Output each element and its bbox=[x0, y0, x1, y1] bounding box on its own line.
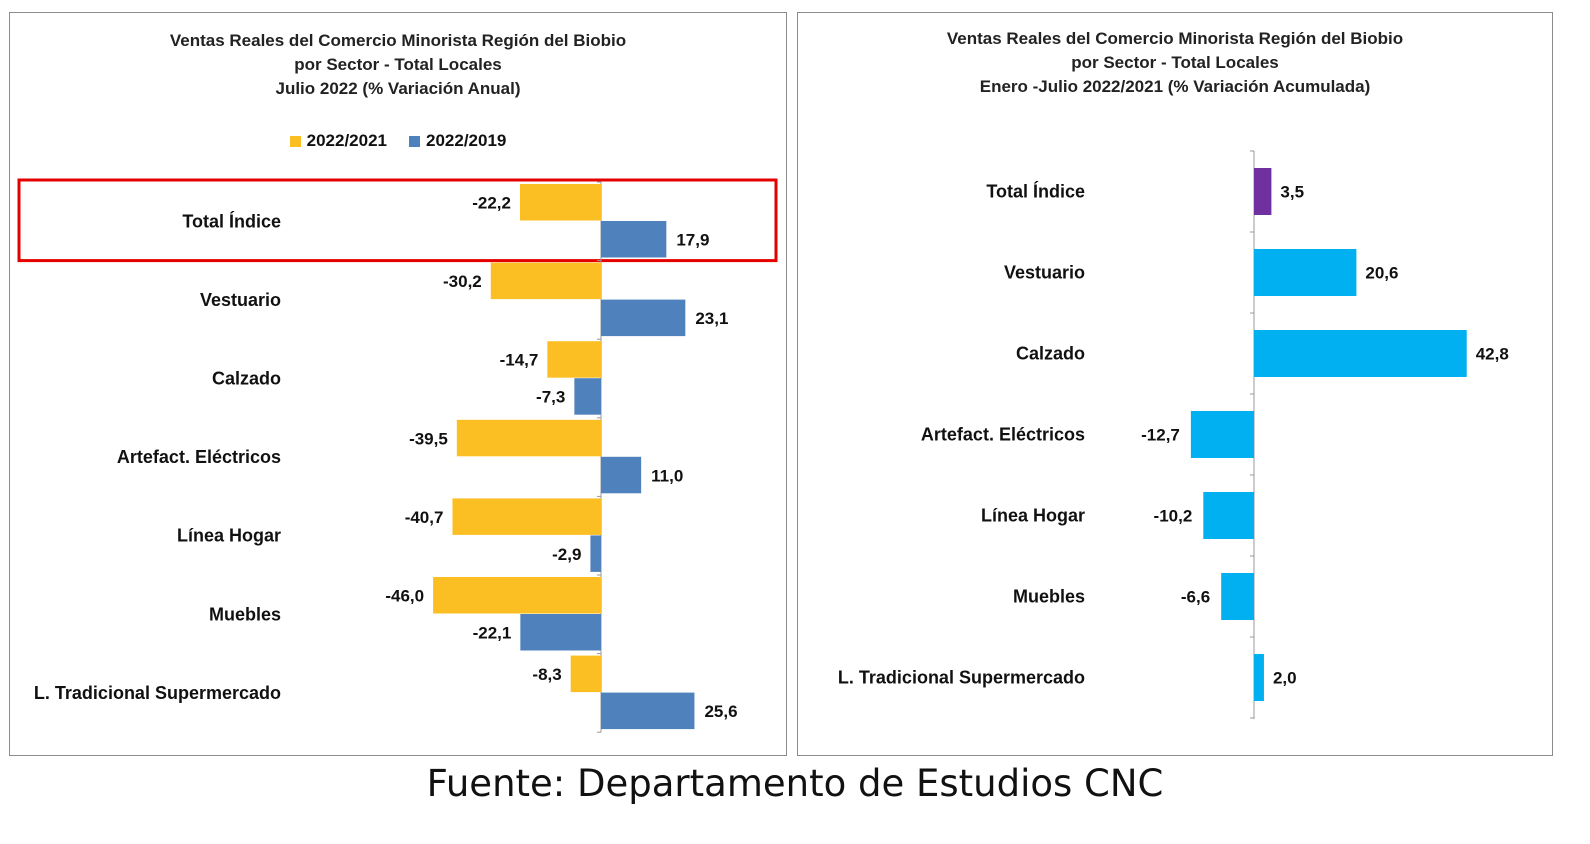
category-label: Artefact. Eléctricos bbox=[117, 447, 281, 467]
data-label: -40,7 bbox=[405, 508, 444, 527]
category-label: Vestuario bbox=[1004, 263, 1085, 283]
bar-chart-right: Total Índice 3,5 Vestuario 20,6 Calzado 42,8 A… bbox=[838, 150, 1509, 719]
source-footer: Fuente: Departamento de Estudios CNC bbox=[426, 762, 1164, 805]
category-label: Línea Hogar bbox=[177, 526, 281, 546]
bar bbox=[1190, 411, 1254, 458]
bar-chart-left: Total Índice -22,2 17,9 Vestuario -30,2 23,1 C… bbox=[17, 178, 778, 733]
data-label: -10,2 bbox=[1154, 507, 1193, 526]
category-label: Total Índice bbox=[986, 181, 1085, 202]
data-label: -30,2 bbox=[443, 272, 482, 291]
chart-title-line: Enero -Julio 2022/2021 (% Variación Acum… bbox=[979, 77, 1371, 96]
category-label: Artefact. Eléctricos bbox=[921, 425, 1085, 445]
chart-panel-left: Ventas Reales del Comercio Minorista Reg… bbox=[9, 12, 787, 756]
bar bbox=[601, 221, 667, 258]
chart-title-right: Ventas Reales del Comercio Minorista Reg… bbox=[798, 27, 1552, 99]
data-label: 11,0 bbox=[651, 466, 683, 485]
bar bbox=[601, 692, 695, 730]
category-label: Calzado bbox=[212, 369, 281, 389]
data-label: 25,6 bbox=[704, 702, 737, 721]
data-label: 42,8 bbox=[1476, 345, 1509, 364]
bar bbox=[1221, 573, 1254, 620]
data-label: 23,1 bbox=[695, 309, 728, 328]
category-label: L. Tradicional Supermercado bbox=[838, 668, 1085, 688]
chart-title-line: por Sector - Total Locales bbox=[1071, 53, 1279, 72]
category-label: Calzado bbox=[1016, 344, 1085, 364]
bar bbox=[456, 419, 601, 457]
legend-item-2022-2021: 2022/2021 bbox=[289, 131, 387, 151]
category-label: L. Tradicional Supermercado bbox=[34, 683, 281, 703]
data-label: 17,9 bbox=[676, 231, 709, 250]
bar bbox=[519, 184, 601, 221]
legend-swatch bbox=[409, 135, 420, 147]
bar bbox=[574, 378, 601, 415]
bar bbox=[452, 498, 601, 535]
legend-label: 2022/2021 bbox=[306, 131, 387, 150]
bar bbox=[520, 614, 601, 651]
bar bbox=[547, 341, 601, 378]
bar bbox=[433, 577, 601, 614]
highlight-box bbox=[17, 178, 778, 263]
data-label: -2,9 bbox=[552, 545, 581, 564]
bar bbox=[1254, 168, 1272, 215]
data-label: -8,3 bbox=[532, 665, 561, 684]
data-label: 20,6 bbox=[1365, 264, 1398, 283]
category-label: Muebles bbox=[1013, 587, 1085, 607]
legend-swatch bbox=[289, 135, 301, 147]
category-label: Vestuario bbox=[200, 290, 281, 310]
data-label: -46,0 bbox=[385, 587, 424, 606]
data-label: 2,0 bbox=[1273, 669, 1297, 688]
data-label: -22,1 bbox=[473, 624, 512, 643]
bar bbox=[590, 535, 601, 572]
bar bbox=[1254, 330, 1467, 377]
bar bbox=[1203, 492, 1254, 539]
data-label: -39,5 bbox=[409, 429, 448, 448]
category-label: Línea Hogar bbox=[981, 506, 1085, 526]
chart-title-line: Ventas Reales del Comercio Minorista Reg… bbox=[169, 31, 627, 50]
data-label: -7,3 bbox=[536, 388, 565, 407]
bar bbox=[1254, 654, 1264, 701]
chart-title-line: Julio 2022 (% Variación Anual) bbox=[275, 79, 521, 98]
category-label: Total Índice bbox=[182, 210, 281, 231]
data-label: -22,2 bbox=[472, 194, 511, 213]
legend-label: 2022/2019 bbox=[426, 131, 507, 150]
chart-title-line: Ventas Reales del Comercio Minorista Reg… bbox=[946, 29, 1404, 48]
legend-item-2022-2019: 2022/2019 bbox=[409, 131, 506, 151]
bar bbox=[570, 655, 601, 693]
chart-title-line: por Sector - Total Locales bbox=[294, 55, 502, 74]
chart-title-left: Ventas Reales del Comercio Minorista Reg… bbox=[10, 29, 786, 101]
data-label: -12,7 bbox=[1141, 426, 1180, 445]
data-label: 3,5 bbox=[1280, 183, 1304, 202]
bar bbox=[601, 456, 642, 494]
chart-panel-right: Ventas Reales del Comercio Minorista Reg… bbox=[797, 12, 1553, 756]
data-label: -14,7 bbox=[500, 351, 539, 370]
bar bbox=[1254, 249, 1357, 296]
category-label: Muebles bbox=[209, 604, 281, 624]
bar bbox=[490, 262, 601, 300]
data-label: -6,6 bbox=[1181, 588, 1210, 607]
chart-legend: 2022/2021 2022/2019 bbox=[10, 131, 786, 151]
bar bbox=[601, 299, 686, 337]
